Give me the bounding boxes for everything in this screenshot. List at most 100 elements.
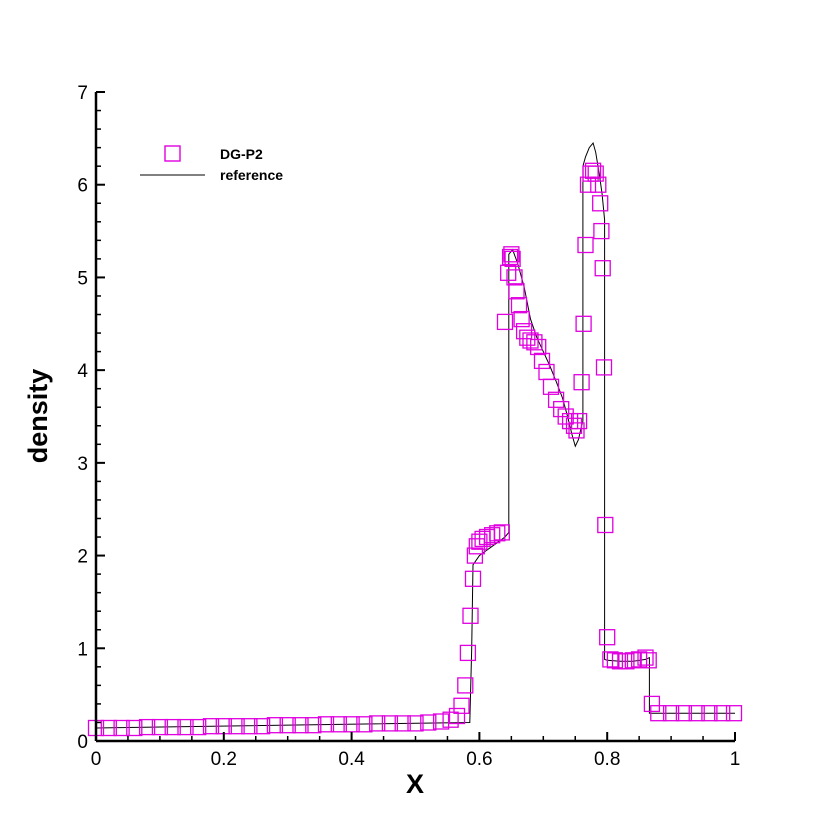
dg-p2-marker (593, 222, 610, 240)
dg-p2-marker (592, 195, 609, 212)
dg-p2-marker (305, 717, 322, 734)
dg-p2-marker (369, 715, 386, 732)
dg-p2-marker (573, 374, 590, 391)
legend: DG-P2 reference (140, 145, 283, 183)
dg-p2-marker (557, 408, 574, 425)
ticks-layer: 0 0.2 0.4 0.6 0.8 1 0 1 2 3 4 5 6 7 (77, 83, 740, 770)
dg-p2-marker (515, 323, 533, 340)
dg-p2-marker (164, 718, 181, 736)
dg-p2-marker (561, 412, 579, 430)
dg-p2-marker (637, 649, 654, 666)
dg-p2-marker (675, 705, 693, 722)
dg-p2-marker (508, 283, 525, 300)
dg-p2-marker (228, 718, 245, 735)
y-tick-label: 5 (77, 268, 88, 289)
y-tick-label: 2 (77, 547, 88, 568)
dg-p2-marker (526, 334, 543, 351)
dg-p2-marker (575, 315, 592, 332)
dg-p2-marker (618, 653, 635, 670)
dg-p2-marker (565, 417, 583, 434)
dg-p2-marker (279, 717, 296, 734)
dg-p2-marker (394, 715, 411, 732)
dg-p2-marker (584, 162, 602, 179)
dg-p2-marker (420, 714, 437, 731)
dg-p2-marker (496, 313, 514, 331)
dg-p2-marker (597, 516, 614, 534)
dg-p2-marker (599, 629, 616, 646)
dg-p2-marker (190, 718, 207, 736)
x-tick-label: 0.6 (466, 749, 492, 770)
dg-p2-marker (138, 718, 156, 736)
dg-p2-marker (459, 644, 477, 662)
y-axis-title: density (23, 369, 53, 464)
dg-p2-marker (253, 718, 271, 735)
dg-p2-marker (466, 547, 484, 564)
dg-p2-marker (113, 719, 130, 737)
dg-p2-marker (595, 359, 613, 376)
dg-p2-marker (126, 719, 143, 737)
y-tick-label: 7 (77, 83, 88, 104)
dg-p2-marker (151, 718, 169, 736)
dg-p2-marker (489, 525, 506, 542)
dg-p2-marker (432, 713, 450, 730)
dg-p2-marker (568, 422, 585, 439)
x-tick-label: 0 (91, 749, 102, 770)
x-tick-label: 0.2 (211, 749, 237, 770)
legend-label-reference: reference (220, 167, 283, 183)
dg-p2-marker (464, 570, 482, 587)
dg-p2-marker (587, 165, 604, 182)
dg-p2-marker (177, 718, 194, 736)
y-tick-label: 3 (77, 454, 88, 475)
dg-p2-marker (484, 527, 501, 544)
x-tick-label: 1 (730, 749, 741, 770)
y-tick-label: 4 (77, 361, 88, 382)
dg-p2-marker (701, 705, 718, 722)
dg-p2-marker (606, 652, 624, 669)
dg-p2-marker (513, 310, 530, 328)
dg-p2-marker (317, 716, 335, 733)
dg-p2-marker (503, 246, 520, 263)
dg-p2-marker (442, 711, 459, 728)
dg-p2-marker (448, 707, 466, 725)
dg-p2-marker (266, 717, 284, 734)
legend-label-dg-p2: DG-P2 (220, 146, 263, 162)
x-tick-label: 0.4 (338, 749, 365, 770)
y-tick-label: 1 (77, 639, 88, 660)
dg-p2-marker (643, 695, 661, 713)
legend-marker-dg-p2 (164, 145, 181, 162)
dg-p2-marker (462, 607, 479, 624)
dg-p2-marker (100, 719, 117, 737)
dg-p2-marker (594, 260, 611, 277)
x-axis-title: X (406, 769, 424, 799)
y-tick-label: 6 (77, 176, 88, 197)
dg-p2-marker (590, 176, 607, 193)
dg-p2-marker (624, 652, 641, 669)
dg-p2-marker (577, 236, 594, 254)
dg-p2-marker (381, 715, 399, 732)
dg-p2-marker (630, 651, 648, 668)
dg-p2-marker (292, 717, 309, 734)
y-tick-label: 0 (77, 732, 88, 753)
dg-p2-marker (457, 677, 474, 694)
dg-p2-marker (650, 705, 667, 722)
dg-p2-marker (500, 264, 517, 281)
x-tick-label: 0.8 (594, 749, 620, 770)
dg-p2-marker (602, 651, 619, 668)
dg-p2-marker (725, 705, 743, 722)
dg-p2-marker (533, 352, 551, 370)
dg-p2-marker (714, 705, 731, 722)
dg-p2-marker (510, 297, 528, 314)
dg-p2-marker (343, 716, 360, 733)
dg-p2-marker (530, 338, 547, 356)
dg-p2-marker (504, 250, 521, 268)
dg-p2-marker (330, 716, 347, 733)
dg-p2-marker (570, 412, 588, 430)
dg-p2-marker (688, 705, 705, 722)
dg-p2-marker-layer (87, 162, 743, 737)
dg-p2-marker (241, 718, 258, 735)
dg-p2-marker (501, 248, 519, 266)
dg-p2-marker (547, 391, 565, 408)
